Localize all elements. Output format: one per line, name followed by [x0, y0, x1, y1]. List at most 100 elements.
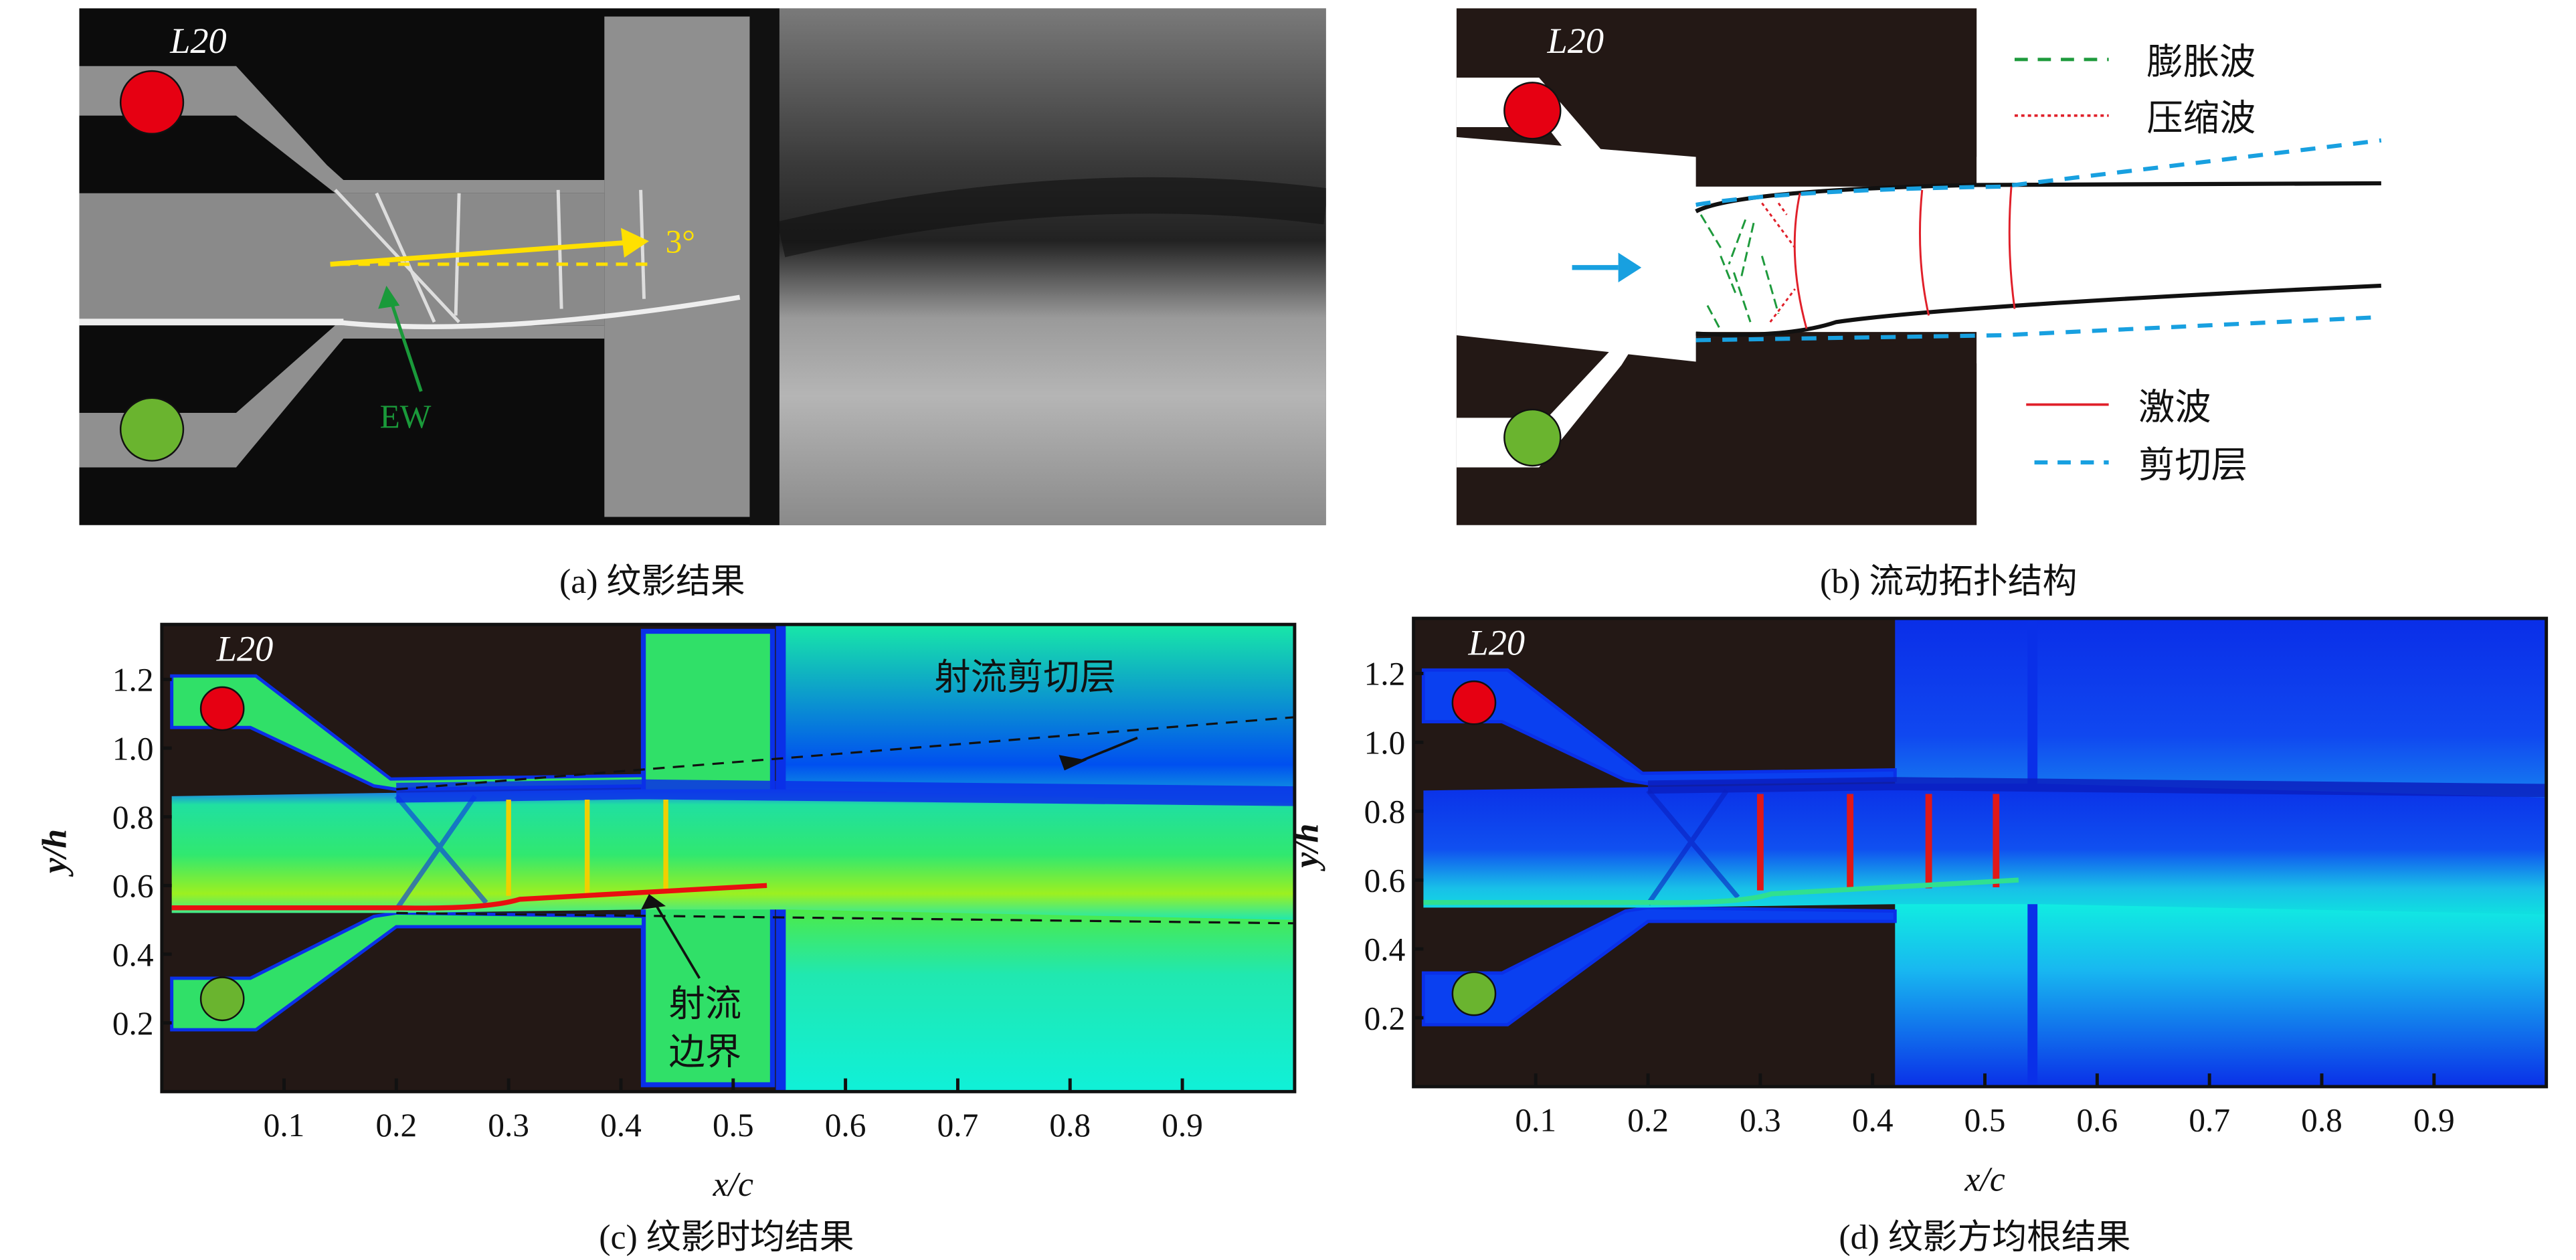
- time-averaged-schlieren-plot: L20 0.1 0.2 0.3 0.4 0.5 0.6 0.7 0.8 0.9 0.2 0.4 0.6 0…: [36, 622, 1297, 1204]
- expansion-fan: [1646, 789, 1740, 906]
- plume-region: [775, 8, 1326, 525]
- rms-schlieren-plot: L20 0.1 0.2 0.3 0.4 0.5 0.6 0.7 0.8 0.9 0.2 0.4 0.6 0…: [1288, 616, 2549, 1198]
- ew-arrow: [389, 301, 423, 392]
- y-tick-label: 0.8: [1364, 794, 1406, 830]
- legend-compression-wave: 压缩波: [2146, 97, 2256, 139]
- expansion-waves: [1699, 214, 1780, 331]
- caption-d: (d) 纹影方均根结果: [1839, 1217, 2131, 1257]
- lower-shear-layer: [1695, 314, 2382, 343]
- plume-dark-band: [777, 177, 1326, 258]
- jet-boundary-line: [171, 883, 767, 911]
- red-plenum-marker: [119, 70, 185, 135]
- y-tick-label: 0.2: [1364, 1000, 1406, 1037]
- lower-plenum: [1421, 905, 1897, 1026]
- green-plenum-marker: [1451, 971, 1497, 1016]
- x-tick-label: 0.8: [2301, 1102, 2342, 1139]
- jet-core: [1423, 784, 2547, 915]
- jet-boundary-arrow: [653, 902, 701, 979]
- legend-shock-wave: 激波: [2138, 386, 2211, 428]
- caption-a: (a) 纹影结果: [559, 561, 745, 602]
- jet-boundary-label-line2: 边界: [669, 1032, 742, 1072]
- lower-nozzle: [1456, 219, 1696, 468]
- x-axis-label: x/c: [713, 1166, 753, 1204]
- red-plenum-marker: [199, 686, 245, 731]
- lower-plenum: [79, 325, 605, 468]
- schlieren-photo: 3° EW L20: [79, 8, 1326, 525]
- x-tick-label: 0.5: [1964, 1102, 2006, 1139]
- arrow-head: [620, 228, 649, 258]
- jet-region: [1456, 137, 2398, 363]
- upper-plenum: [79, 66, 605, 193]
- y-tick-label: 0.6: [1364, 862, 1406, 899]
- x-tick-label: 0.8: [1049, 1107, 1091, 1144]
- y-tick-label: 0.8: [112, 799, 154, 836]
- jet-core: [171, 789, 1295, 920]
- lower-plenum: [170, 911, 646, 1032]
- shear-layer-band: [1647, 777, 2547, 798]
- x-tick-label: 0.4: [600, 1107, 642, 1144]
- x-tick-label: 0.7: [937, 1107, 979, 1144]
- y-axis-label: y/h: [36, 829, 74, 877]
- x-tick-label: 0.1: [264, 1107, 305, 1144]
- lower-jet-boundary: [1695, 283, 2381, 337]
- x-tick-label: 0.1: [1515, 1102, 1556, 1139]
- ew-arrow-head: [378, 285, 400, 309]
- ew-label: EW: [380, 398, 432, 435]
- caption-c: (c) 纹影时均结果: [599, 1217, 854, 1257]
- dashed-boundary-line: [396, 911, 1295, 925]
- x-tick-label: 0.2: [375, 1107, 417, 1144]
- dashed-boundary-line: [396, 716, 1295, 791]
- model-label: L20: [216, 628, 273, 668]
- model-label: L20: [1547, 21, 1604, 61]
- x-tick-label: 0.4: [1852, 1102, 1894, 1139]
- shock-waves: [1793, 186, 2016, 329]
- flow-topology-diagram: L20: [1456, 8, 2398, 525]
- jet-edge: [79, 319, 344, 326]
- upper-shear-layer: [1695, 138, 2382, 207]
- expansion-fan: [394, 794, 488, 911]
- model-label: L20: [169, 21, 226, 61]
- jet-boundary-arrow-head: [641, 894, 666, 910]
- red-plenum-marker: [1451, 680, 1497, 725]
- y-tick-label: 0.6: [112, 868, 154, 905]
- y-axis-label: y/h: [1288, 824, 1325, 872]
- x-tick-label: 0.3: [1740, 1102, 1781, 1139]
- red-plenum-marker: [1503, 82, 1562, 140]
- compression-waves: [1761, 202, 1796, 323]
- wall-block: [604, 16, 750, 517]
- jet-boundary-label-line1: 射流: [669, 984, 742, 1024]
- shear-layer-band: [396, 779, 1295, 806]
- x-tick-label: 0.7: [2189, 1102, 2230, 1139]
- x-tick-label: 0.5: [713, 1107, 754, 1144]
- deflection-arrow: [330, 240, 625, 267]
- model-label: L20: [1468, 622, 1525, 662]
- legend-expansion-wave: 膨胀波: [2146, 41, 2256, 83]
- caption-b: (b) 流动拓扑结构: [1820, 561, 2078, 602]
- y-tick-label: 1.0: [112, 730, 154, 767]
- green-plenum-marker: [1503, 408, 1562, 467]
- x-tick-label: 0.3: [488, 1107, 529, 1144]
- y-tick-label: 1.2: [1364, 656, 1406, 693]
- angle-label: 3°: [666, 223, 695, 260]
- x-tick-label: 0.9: [1162, 1107, 1203, 1144]
- x-tick-label: 0.6: [825, 1107, 866, 1144]
- x-tick-label: 0.6: [2077, 1102, 2118, 1139]
- shear-layer-arrow-head: [1059, 755, 1087, 771]
- flow-arrow-head: [1618, 252, 1642, 283]
- x-tick-label: 0.2: [1627, 1102, 1669, 1139]
- jet-channel: [79, 193, 605, 326]
- upper-nozzle: [1456, 77, 1696, 319]
- wall-line: [749, 8, 779, 525]
- y-tick-label: 0.4: [112, 936, 154, 973]
- x-tick-label: 0.9: [2413, 1102, 2455, 1139]
- y-tick-label: 1.2: [112, 662, 154, 699]
- y-tick-label: 1.0: [1364, 725, 1406, 761]
- x-axis-label: x/c: [1964, 1160, 2005, 1198]
- legend-shear-layer: 剪切层: [2138, 444, 2247, 486]
- jet-boundary: [335, 294, 741, 330]
- green-plenum-marker: [199, 976, 245, 1022]
- plot-frame: [160, 622, 1297, 1093]
- shear-layer-label: 射流剪切层: [934, 658, 1115, 698]
- y-tick-label: 0.4: [1364, 931, 1406, 968]
